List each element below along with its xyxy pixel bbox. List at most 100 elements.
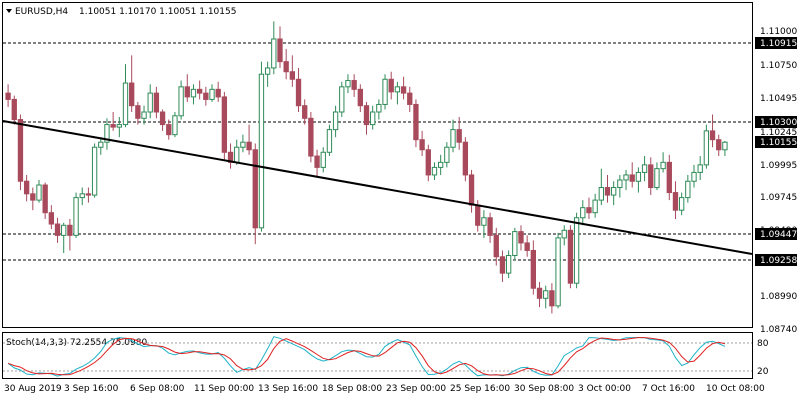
candle-body (499, 256, 506, 274)
time-tick: 3 Sep 16:00 (64, 384, 119, 394)
candle-body (444, 146, 450, 163)
candle-body (98, 141, 104, 148)
candle-body (549, 290, 555, 307)
candle-body (79, 193, 85, 199)
candle-body (456, 129, 462, 143)
candle-body (23, 180, 30, 195)
candle-body (394, 86, 401, 93)
candle-body (481, 217, 487, 226)
candle-body (512, 231, 518, 257)
candle-body (660, 161, 666, 170)
svg-text:1.09447: 1.09447 (760, 230, 797, 240)
price-tick: 1.08990 (760, 292, 797, 302)
candle-body (73, 197, 79, 236)
candle-body (722, 141, 728, 151)
candle-body (277, 38, 283, 63)
candle-body (623, 174, 629, 181)
candle-body (246, 141, 252, 151)
candle-body (543, 290, 549, 299)
candle-body (487, 217, 493, 236)
candle-body (234, 146, 240, 163)
level-label: 1.09258 (755, 254, 797, 266)
candle-body (184, 86, 190, 98)
candle-body (703, 130, 710, 166)
candle-body (629, 174, 635, 182)
candle-body (166, 124, 172, 136)
candle-body (129, 82, 135, 107)
time-tick: 25 Sep 16:00 (450, 384, 510, 394)
svg-text:1.10155: 1.10155 (760, 138, 797, 148)
candle-body (289, 71, 296, 80)
time-tick: 3 Oct 00:00 (578, 384, 631, 394)
candle-body (493, 234, 499, 258)
candle-body (524, 242, 530, 251)
candle-body (240, 141, 246, 148)
candle-body (425, 149, 431, 176)
level-label: 1.10915 (755, 37, 797, 49)
stochastic-signal-line (7, 337, 726, 376)
candle-body (685, 180, 691, 199)
candle-body (295, 78, 302, 107)
candle-body (586, 207, 592, 214)
candle-body (598, 187, 604, 201)
time-tick: 6 Sep 08:00 (130, 384, 185, 394)
candle-body (36, 184, 42, 201)
candle-body (5, 92, 11, 100)
candle-body (363, 105, 370, 126)
time-tick: 23 Sep 00:00 (386, 384, 446, 394)
candle-body (419, 139, 425, 151)
candle-body (17, 119, 24, 182)
stochastic-level: 20 (757, 367, 769, 377)
candle-body (592, 199, 598, 214)
price-tick: 1.09745 (760, 193, 797, 203)
time-tick: 13 Sep 16:00 (258, 384, 318, 394)
candle-body (536, 287, 543, 299)
candle-body (61, 224, 67, 236)
candle-body (604, 187, 611, 196)
candle-body (190, 88, 197, 98)
candle-body (314, 155, 320, 168)
chevron-down-icon[interactable] (6, 9, 12, 13)
time-tick: 10 Oct 08:00 (706, 384, 765, 394)
candle-body (283, 61, 289, 73)
candle-body (122, 82, 129, 126)
time-tick: 30 Aug 2019 (4, 384, 62, 394)
candle-body (648, 164, 654, 189)
candle-body (666, 161, 672, 194)
candle-body (716, 139, 722, 151)
candle-body (159, 111, 166, 126)
main-panel (2, 2, 753, 328)
candles (5, 21, 728, 314)
candle-body (135, 105, 141, 119)
candle-body (264, 67, 271, 75)
candle-body (141, 111, 147, 119)
candle-body (85, 193, 92, 196)
candle-body (388, 78, 394, 93)
candle-body (518, 231, 524, 244)
candle-body (178, 86, 184, 117)
candle-body (580, 207, 586, 219)
candle-body (691, 171, 697, 182)
candle-body (468, 174, 475, 206)
candle-body (413, 103, 419, 141)
candle-body (302, 105, 308, 119)
candle-body (561, 229, 567, 239)
candle-body (376, 103, 382, 113)
candle-body (339, 86, 345, 113)
candle-body (555, 237, 561, 307)
candle-body (678, 197, 685, 211)
candle-body (203, 92, 209, 100)
candle-body (308, 117, 314, 157)
candle-body (110, 124, 116, 128)
trendline[interactable] (2, 120, 753, 255)
candle-body (357, 88, 363, 107)
candle-body (437, 161, 444, 168)
candle-body (345, 80, 351, 88)
candle-body (382, 78, 388, 105)
svg-text:1.10915: 1.10915 (760, 39, 797, 49)
svg-text:1.09258: 1.09258 (760, 256, 797, 266)
candle-body (641, 164, 648, 173)
time-axis: 30 Aug 2019 3 Sep 16:00 6 Sep 08:00 11 S… (4, 384, 765, 394)
